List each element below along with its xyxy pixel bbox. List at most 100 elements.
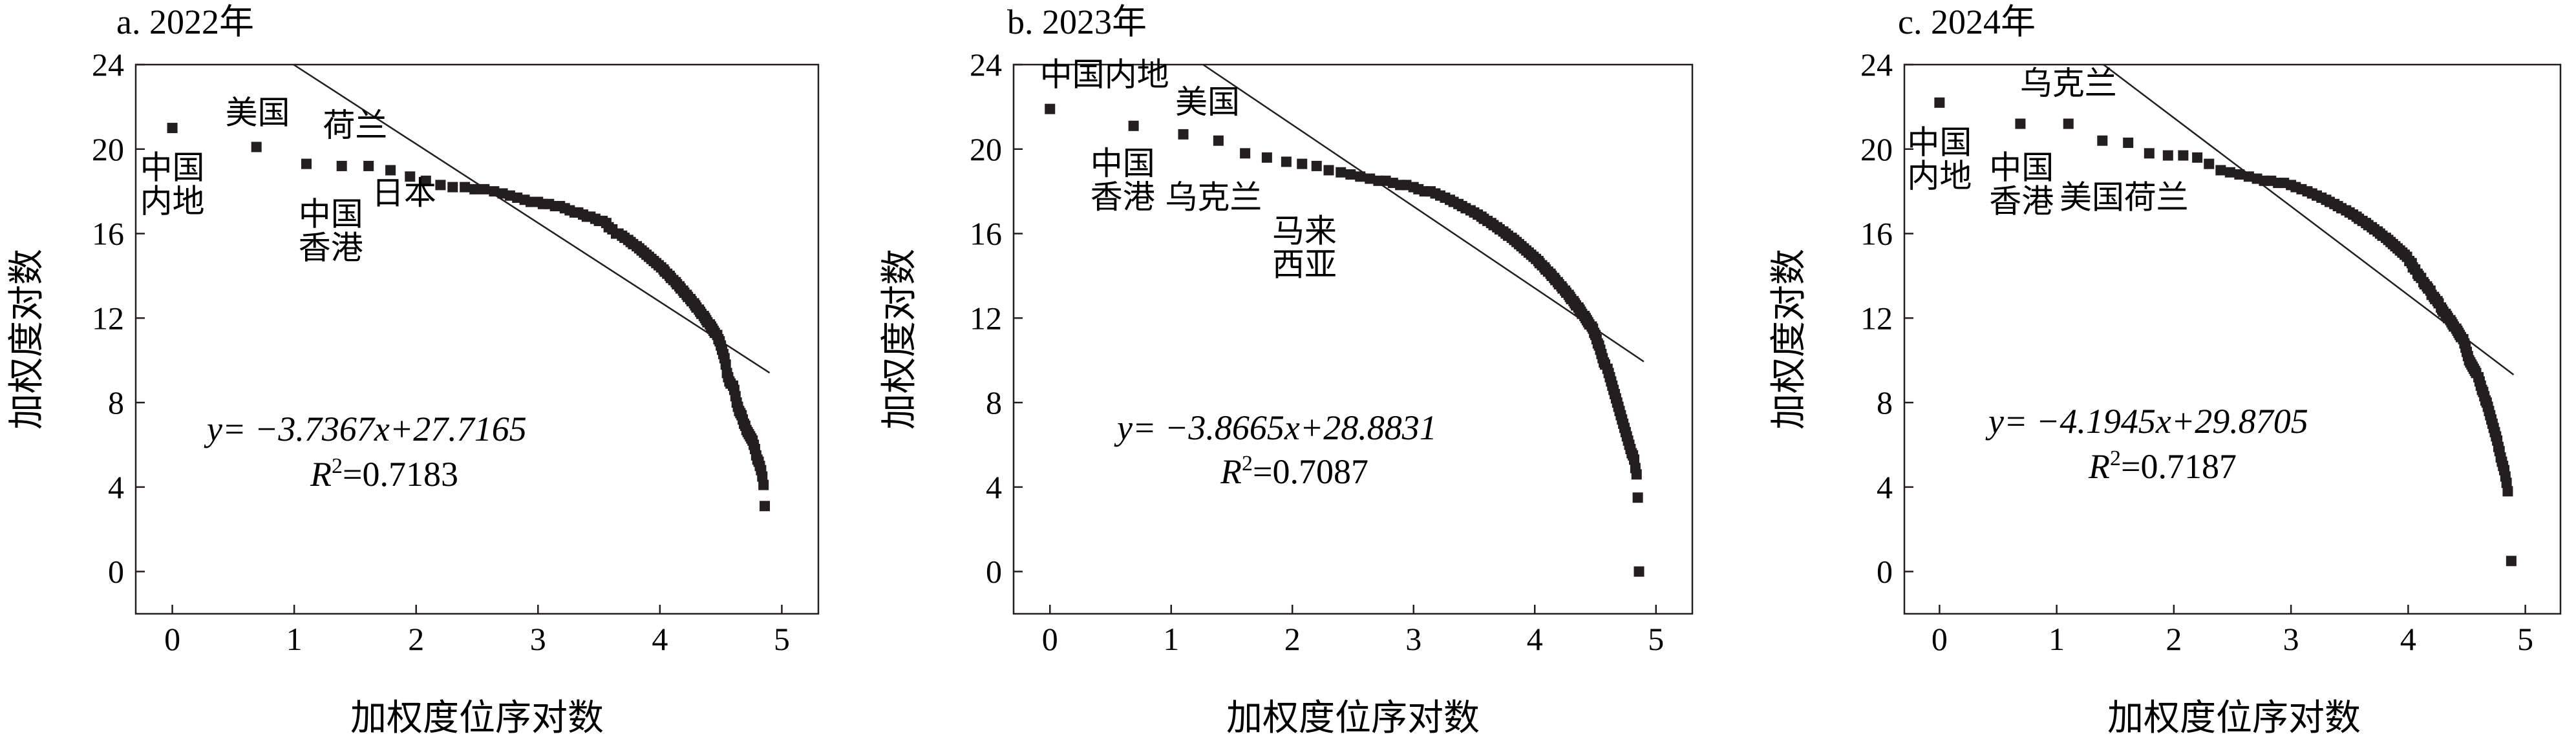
y-tick-label: 20 [92, 131, 124, 167]
data-point [2204, 158, 2215, 169]
chart-panel-2022: a. 2022年 0 1 2 3 4 5 0 4 8 12 16 20 24 中国内地 美国 荷兰 中国香港日… [0, 0, 858, 743]
data-point [2144, 148, 2155, 159]
data-point [1629, 454, 1639, 465]
data-points [1045, 103, 1645, 577]
data-point [758, 479, 769, 490]
annotation-label: 乌克兰 [2020, 65, 2117, 101]
data-point [1240, 148, 1251, 159]
data-point [757, 471, 768, 482]
data-point [2097, 135, 2108, 146]
y-tick-label: 16 [92, 216, 124, 252]
annotation-label: 马来西亚 [1272, 213, 1337, 283]
data-point [1323, 165, 1334, 176]
chart-title: c. 2024年 [1898, 3, 2036, 41]
data-point [385, 165, 396, 176]
y-tick-label: 16 [1860, 216, 1893, 252]
data-point [405, 171, 416, 182]
data-point [1128, 120, 1139, 131]
plot-frame [1012, 63, 1694, 615]
r-squared-value: =0.7183 [343, 455, 458, 494]
data-point [1261, 152, 1272, 163]
annotation-label: 中国内地 [1907, 124, 1972, 194]
annotation-label: 中国香港 [1091, 145, 1155, 215]
y-tick-label: 24 [970, 47, 1002, 83]
x-tick-label: 3 [530, 621, 546, 657]
data-point [489, 186, 500, 197]
y-tick-label: 24 [1860, 47, 1893, 83]
data-point [2192, 152, 2203, 163]
annotation-label: 美国 [2060, 179, 2124, 215]
annotation-label: 中国香港 [299, 196, 363, 266]
x-axis-label: 加权度位序对数 [1226, 698, 1480, 738]
r-squared: R2=0.7087 [1220, 452, 1368, 491]
data-point [336, 160, 347, 171]
y-axis-label: 加权度对数 [880, 249, 920, 430]
annotation-label: 荷兰 [2124, 179, 2189, 215]
x-tick-label: 5 [1648, 621, 1664, 657]
data-points [1934, 97, 2517, 567]
data-point [2224, 167, 2235, 178]
x-tick-label: 2 [2166, 621, 2182, 657]
y-tick-label: 12 [1860, 300, 1893, 336]
data-point [1355, 171, 1366, 182]
x-axis-label: 加权度位序对数 [2107, 698, 2361, 738]
data-point [2178, 150, 2189, 161]
x-tick-label: 1 [1163, 621, 1179, 657]
data-point [251, 141, 262, 152]
annotation-label: 日本 [372, 175, 436, 211]
y-tick-label: 12 [92, 300, 124, 336]
regression-line [293, 63, 771, 374]
plot-frame [134, 63, 820, 615]
data-point [2502, 486, 2513, 497]
data-point [1632, 492, 1643, 503]
data-point [1634, 566, 1645, 577]
y-tick-label: 20 [1860, 131, 1893, 167]
data-point [1934, 97, 1945, 108]
data-point [2162, 150, 2173, 161]
annotation-label: 中国香港 [1989, 150, 2054, 220]
data-point [2243, 171, 2254, 182]
x-tick-label: 0 [1932, 621, 1948, 657]
x-tick-label: 1 [2049, 621, 2065, 657]
data-point [1345, 169, 1356, 180]
r-squared-value: =0.7087 [1253, 452, 1368, 491]
annotation-label: 中国内地 [140, 150, 205, 220]
data-point [2015, 118, 2026, 129]
y-tick-label: 0 [986, 554, 1002, 590]
y-tick-label: 12 [970, 300, 1002, 336]
data-point [479, 183, 490, 194]
r-squared-value: =0.7187 [2121, 447, 2237, 486]
x-tick-label: 5 [2517, 621, 2533, 657]
annotation-label: 乌克兰 [1165, 179, 1262, 215]
data-point [1045, 103, 1056, 114]
data-point [363, 160, 374, 171]
x-tick-label: 3 [1405, 621, 1421, 657]
data-points [167, 123, 771, 512]
plot-frame [1903, 63, 2562, 615]
y-tick-label: 0 [108, 554, 124, 590]
x-tick-label: 4 [652, 621, 668, 657]
x-tick-label: 0 [1042, 621, 1058, 657]
data-point [760, 501, 771, 512]
data-point [2123, 137, 2134, 148]
y-tick-label: 20 [970, 131, 1002, 167]
y-tick-label: 16 [970, 216, 1002, 252]
data-point [301, 158, 312, 169]
regression-equation: y= −3.7367x+27.7165 [204, 410, 527, 448]
data-point [1213, 135, 1224, 146]
chart-title: a. 2022年 [116, 3, 254, 41]
chart-panel-2023: b. 2023年 0 1 2 3 4 5 0 4 8 12 16 20 24 中国内地 美国 中国香港 乌克兰… [858, 0, 1717, 743]
y-tick-label: 24 [92, 47, 124, 83]
y-axis-label: 加权度对数 [1769, 249, 1809, 430]
data-point [2506, 556, 2517, 567]
data-point [167, 123, 178, 134]
r-squared-symbol: R [2088, 447, 2110, 486]
x-tick-label: 2 [408, 621, 424, 657]
data-point [460, 182, 471, 193]
